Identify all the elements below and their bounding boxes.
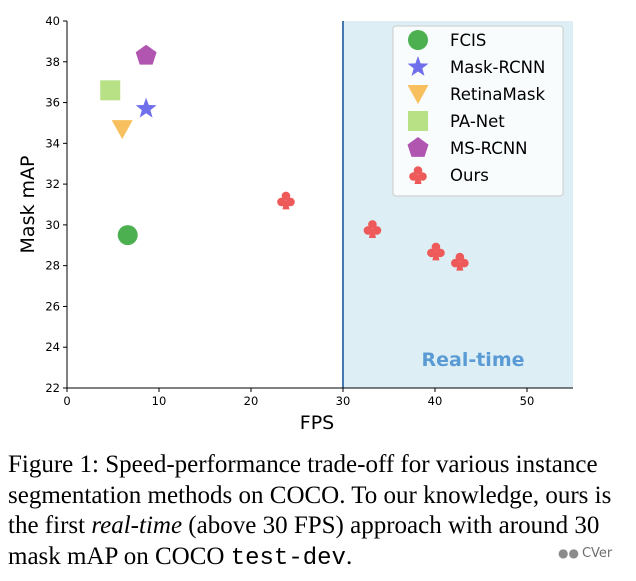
data-point-ours xyxy=(451,252,469,271)
marker-shape xyxy=(100,80,121,101)
wechat-icon: ●● xyxy=(558,546,579,560)
marker-shape xyxy=(135,44,157,65)
y-tick-label: 40 xyxy=(45,14,60,28)
data-point-fcis xyxy=(117,225,138,246)
data-point-mask-rcnn xyxy=(135,97,157,118)
marker-shape xyxy=(407,56,429,76)
x-tick-label: 10 xyxy=(152,394,167,408)
data-point-pa-net xyxy=(100,80,121,101)
data-point-ms-rcnn xyxy=(135,44,157,65)
marker-shape xyxy=(407,137,429,157)
figure-caption: Figure 1: Speed-performance trade-off fo… xyxy=(8,450,630,574)
marker-shape xyxy=(408,111,428,131)
y-tick-label: 26 xyxy=(45,299,60,313)
y-tick-label: 28 xyxy=(45,259,60,273)
caption-code: test-dev xyxy=(230,544,346,572)
legend-marker-mask-rcnn xyxy=(407,56,429,76)
x-tick-label: 50 xyxy=(520,394,535,408)
realtime-label: Real-time xyxy=(421,349,524,371)
watermark: ●● CVer xyxy=(558,546,612,561)
marker-shape xyxy=(414,175,422,184)
data-point-ours xyxy=(427,242,445,261)
marker-shape xyxy=(413,166,423,175)
data-point-retinamask xyxy=(111,120,133,140)
marker-shape xyxy=(407,85,429,104)
marker-shape xyxy=(111,120,133,140)
caption-middle: (above 30 FPS) approach with around 30 m… xyxy=(8,512,600,570)
y-tick-label: 22 xyxy=(45,381,60,395)
y-tick-label: 34 xyxy=(45,136,60,150)
legend-label-mask-rcnn: Mask-RCNN xyxy=(450,58,545,77)
marker-shape xyxy=(432,251,440,261)
caption-prefix: Figure 1: Speed-performance trade-off fo… xyxy=(8,451,612,539)
y-tick-label: 30 xyxy=(45,218,60,232)
caption-suffix: . xyxy=(345,542,353,570)
x-axis-label: FPS xyxy=(300,412,334,434)
chart: Real-time 0 10 20 30 40 50 22 24 26 28 30 32 34 36 38 40… xyxy=(17,14,573,434)
legend-box xyxy=(392,25,564,197)
marker-shape xyxy=(455,252,465,262)
y-axis-label: Mask mAP xyxy=(17,156,39,254)
legend-marker-ours xyxy=(409,166,427,184)
legend-marker-fcis xyxy=(408,30,428,50)
marker-shape xyxy=(408,30,428,50)
data-point-ours xyxy=(363,220,382,238)
legend-marker-pa-net xyxy=(408,111,428,131)
legend-label-fcis: FCIS xyxy=(450,31,486,50)
marker-shape xyxy=(456,261,464,271)
x-tick-label: 40 xyxy=(428,394,443,408)
marker-shape xyxy=(117,225,138,246)
y-tick-label: 36 xyxy=(45,96,60,110)
x-tick-label: 30 xyxy=(336,394,351,408)
legend-label-pa-net: PA-Net xyxy=(450,112,505,131)
legend-marker-ms-rcnn xyxy=(407,137,429,157)
watermark-text: CVer xyxy=(581,546,613,561)
legend-marker-retinamask xyxy=(407,85,429,104)
y-tick-label: 38 xyxy=(45,55,60,69)
data-point-ours xyxy=(277,191,295,210)
caption-emphasis: real-time xyxy=(91,512,183,539)
marker-shape xyxy=(431,242,441,252)
legend-label-ours: Ours xyxy=(450,166,489,185)
legend-label-ms-rcnn: MS-RCNN xyxy=(450,139,528,158)
y-tick-label: 32 xyxy=(45,177,60,191)
x-tick-label: 0 xyxy=(63,394,70,408)
marker-shape xyxy=(135,97,157,118)
x-tick-label: 20 xyxy=(244,394,259,408)
marker-shape xyxy=(368,228,376,238)
marker-shape xyxy=(282,200,290,210)
marker-shape xyxy=(281,191,291,201)
legend: FCIS Mask-RCNN RetinaMask PA-Net MS-RCNN Ours xyxy=(392,25,564,197)
marker-shape xyxy=(368,220,377,229)
legend-label-retinamask: RetinaMask xyxy=(450,85,545,104)
y-tick-label: 24 xyxy=(45,340,60,354)
